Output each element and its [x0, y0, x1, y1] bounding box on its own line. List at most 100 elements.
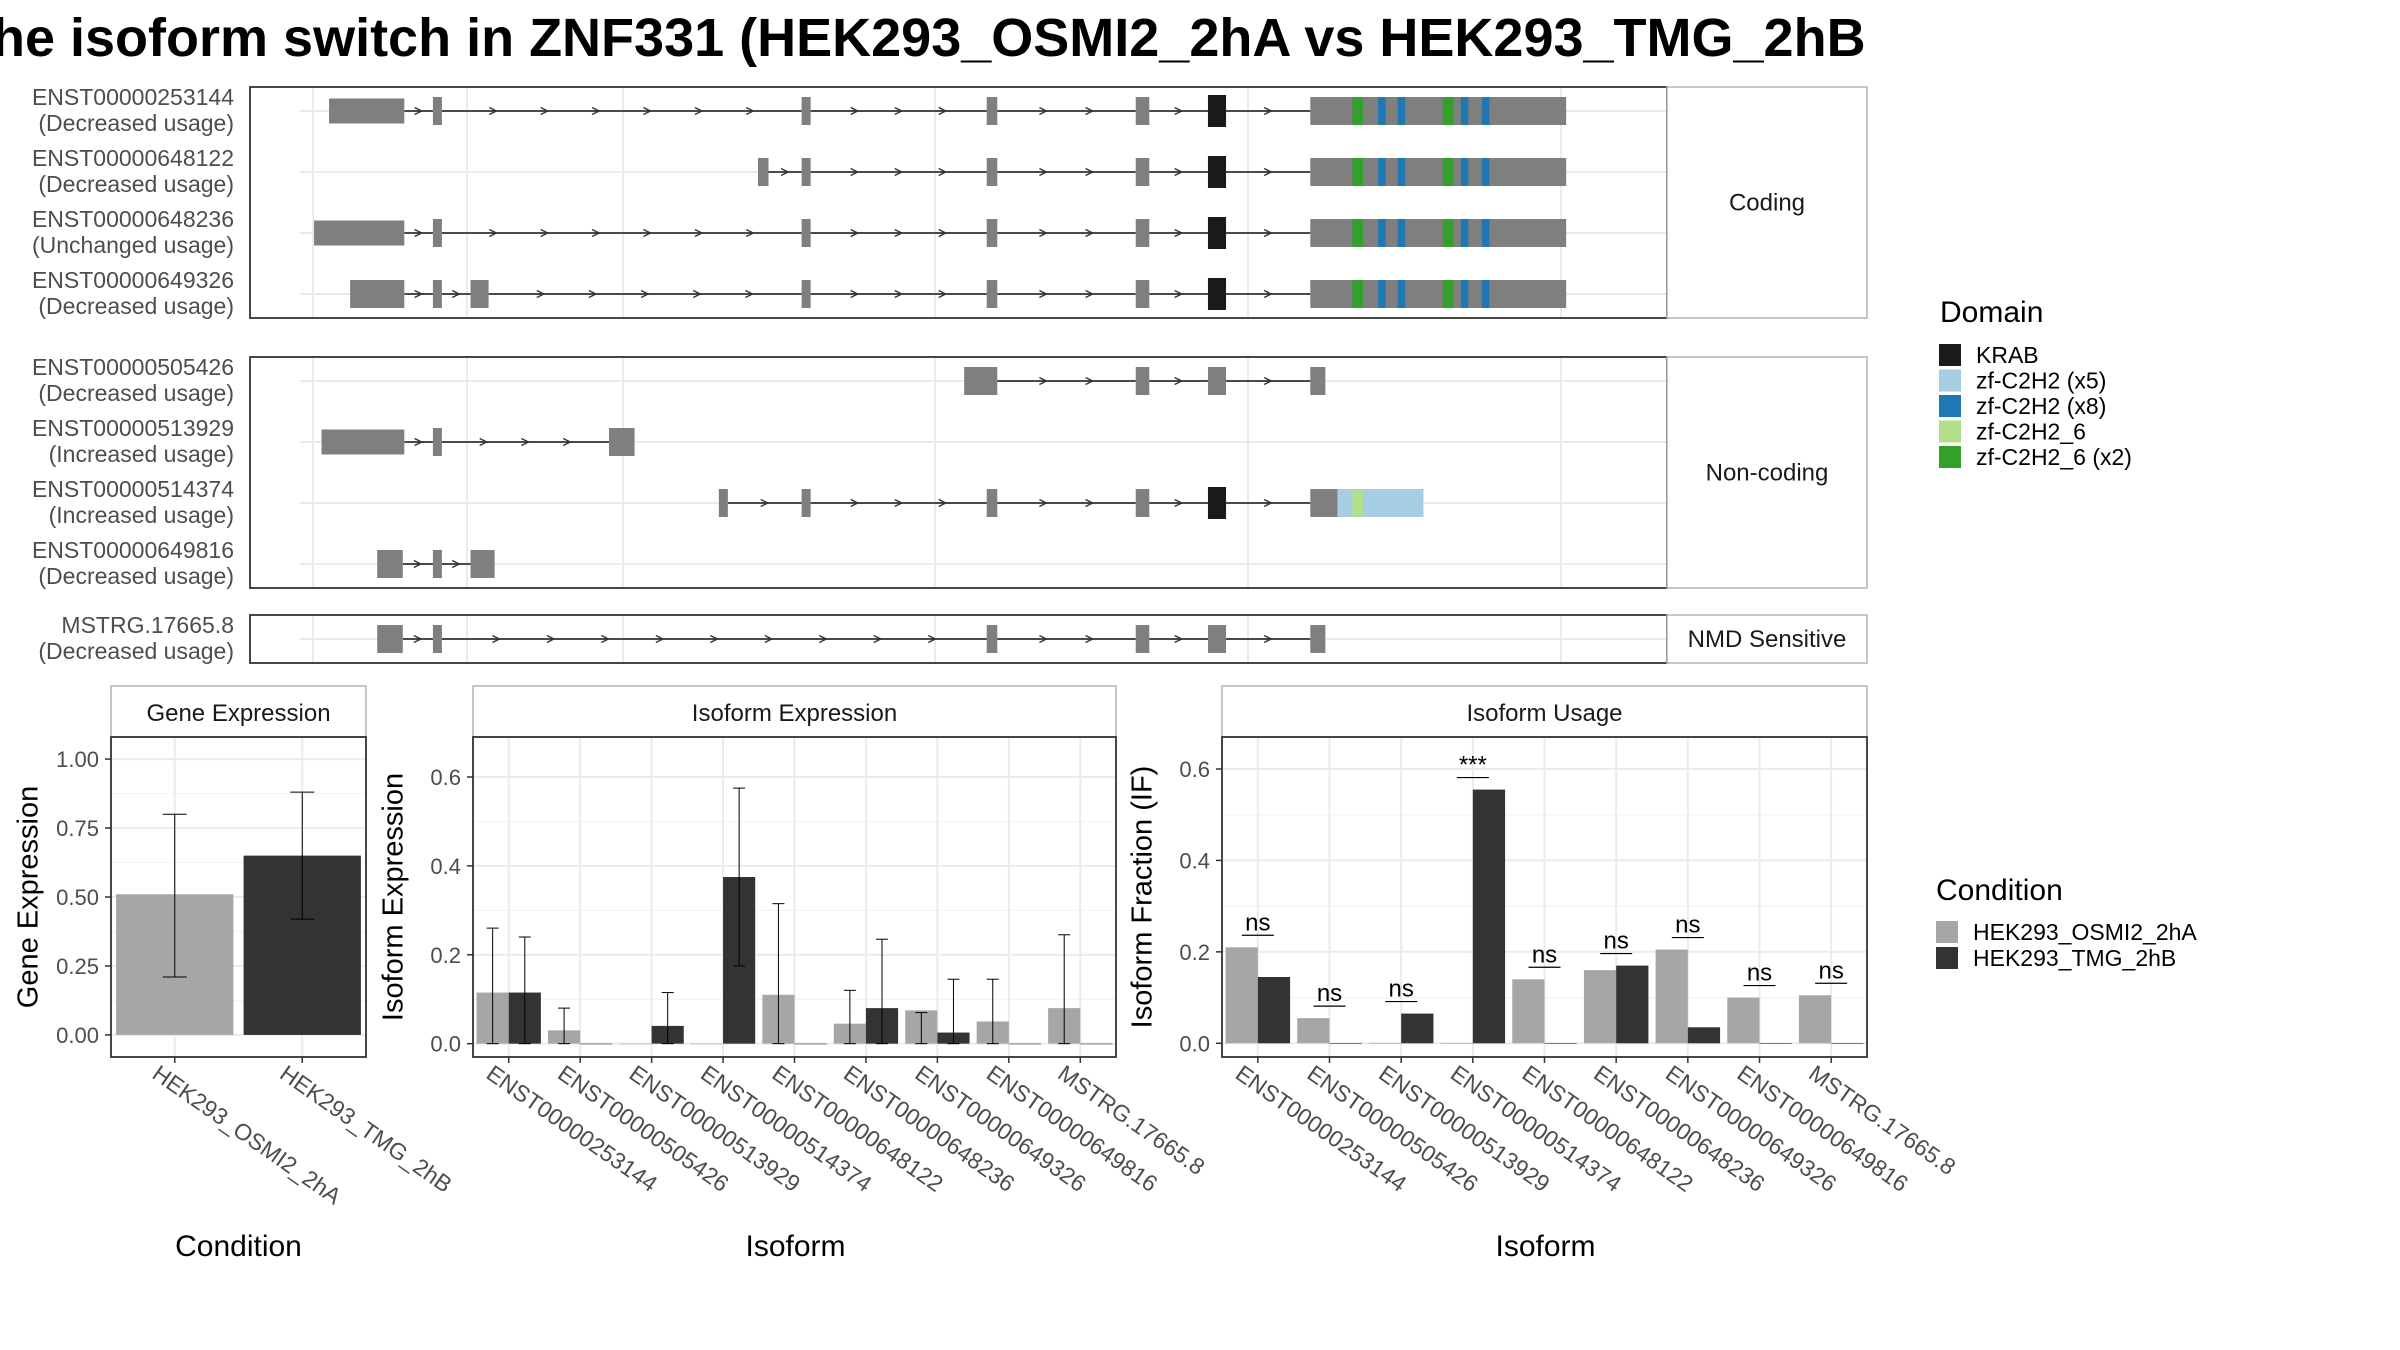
strand-arrow: [873, 634, 883, 644]
domain-krab: [1207, 487, 1227, 519]
strand-arrow: [655, 634, 665, 644]
transcript-id-label: ENST00000253144: [32, 84, 234, 110]
strand-arrow: [1263, 376, 1273, 386]
significance-label: ns: [1747, 960, 1772, 987]
bar: [690, 1043, 724, 1045]
transcript-usage-label: (Decreased usage): [38, 110, 234, 136]
transcript-id-label: ENST00000514374: [32, 476, 234, 502]
strand-arrow: [760, 498, 770, 508]
chart-title: Isoform Expression: [692, 700, 897, 727]
legend-condition-title: Condition: [1936, 874, 2063, 907]
exon: [986, 219, 998, 247]
strand-arrow: [492, 634, 501, 644]
domain-zf-c2h2-6-x2-: [1442, 97, 1454, 125]
strand-arrow: [562, 437, 572, 447]
exon: [1505, 219, 1567, 247]
facet-strip-label: Coding: [1729, 190, 1805, 217]
exon: [1135, 625, 1150, 653]
y-tick-label: 0.6: [1179, 757, 1210, 782]
exon: [1505, 280, 1567, 308]
chart-title: Gene Expression: [146, 700, 330, 727]
strand-arrow: [414, 228, 424, 238]
strand-arrow: [894, 228, 904, 238]
bar: [1080, 1043, 1113, 1045]
facet-strip: [110, 685, 367, 738]
exon: [1310, 367, 1326, 395]
strand-arrow: [1085, 228, 1095, 238]
strand-arrow: [1174, 376, 1184, 386]
exon: [757, 158, 769, 186]
exon: [1505, 97, 1567, 125]
exon: [1310, 280, 1506, 308]
bar: [1440, 1043, 1473, 1044]
transcript-id-label: MSTRG.17665.8: [61, 612, 234, 638]
exon: [718, 489, 728, 517]
facet-strip-label: Non-coding: [1706, 460, 1829, 487]
strand-arrow: [546, 634, 556, 644]
domain-zf-c2h2-6-x2-: [1442, 219, 1454, 247]
strand-arrow: [894, 106, 904, 116]
y-tick-label: 0.4: [430, 854, 461, 879]
strand-arrow: [1039, 634, 1048, 644]
exon: [801, 97, 811, 125]
strand-arrow: [1263, 228, 1273, 238]
strand-arrow: [1039, 167, 1048, 177]
y-tick-label: 0.2: [430, 943, 461, 968]
bar: [1401, 1013, 1434, 1044]
exon: [1310, 97, 1506, 125]
exon: [432, 219, 442, 247]
transcript-id-label: ENST00000505426: [32, 354, 234, 380]
transcript-usage-label: (Decreased usage): [38, 638, 234, 664]
strand-arrow: [1174, 289, 1184, 299]
legend-domain-label: zf-C2H2 (x5): [1976, 368, 2106, 394]
bar: [1225, 947, 1258, 1044]
significance-label: ns: [1532, 941, 1557, 968]
bar: [1687, 1027, 1721, 1044]
domain-zf-c2h2-6-x2-: [1352, 97, 1363, 125]
y-tick-label: 0.0: [1179, 1031, 1210, 1056]
strand-arrow: [1263, 498, 1273, 508]
legend-domain-label: KRAB: [1976, 342, 2039, 368]
strand-arrow: [479, 437, 489, 447]
transcript-usage-label: (Decreased usage): [38, 563, 234, 589]
domain-zf-c2h2-x8-: [1378, 219, 1386, 247]
legend-domain-swatch: [1939, 369, 1961, 392]
exon: [1135, 219, 1150, 247]
y-tick-label: 0.00: [56, 1023, 99, 1048]
bar: [1655, 949, 1688, 1044]
bar: [1257, 977, 1291, 1044]
strand-arrow: [764, 634, 774, 644]
exon: [608, 428, 635, 456]
exon: [986, 158, 998, 186]
strand-arrow: [640, 289, 650, 299]
strand-arrow: [938, 228, 948, 238]
strand-arrow: [540, 228, 550, 238]
exon: [1310, 625, 1326, 653]
transcript-usage-label: (Decreased usage): [38, 380, 234, 406]
facet-strip-label: NMD Sensitive: [1688, 626, 1847, 653]
domain-zf-c2h2-6-x2-: [1352, 219, 1363, 247]
strand-arrow: [710, 634, 719, 644]
transcript-usage-label: (Decreased usage): [38, 171, 234, 197]
strand-arrow: [850, 106, 860, 116]
domain-zf-c2h2-6-x2-: [1352, 280, 1363, 308]
y-axis-label: Isoform Fraction (IF): [1127, 766, 1159, 1029]
bar: [1583, 970, 1617, 1044]
exon: [377, 550, 403, 578]
domain-zf-c2h2-x8-: [1397, 219, 1406, 247]
exon: [1207, 625, 1227, 653]
strand-arrow: [1085, 289, 1095, 299]
strand-arrow: [1174, 634, 1184, 644]
exon: [1310, 219, 1506, 247]
significance-label: ns: [1245, 909, 1270, 936]
bar: [1297, 1018, 1330, 1044]
exon: [986, 97, 998, 125]
strand-arrow: [1039, 106, 1048, 116]
strand-arrow: [414, 437, 424, 447]
domain-zf-c2h2-x8-: [1460, 97, 1469, 125]
significance-label: ns: [1675, 912, 1700, 939]
legend-condition-label: HEK293_OSMI2_2hA: [1973, 919, 2197, 945]
exon: [986, 625, 998, 653]
